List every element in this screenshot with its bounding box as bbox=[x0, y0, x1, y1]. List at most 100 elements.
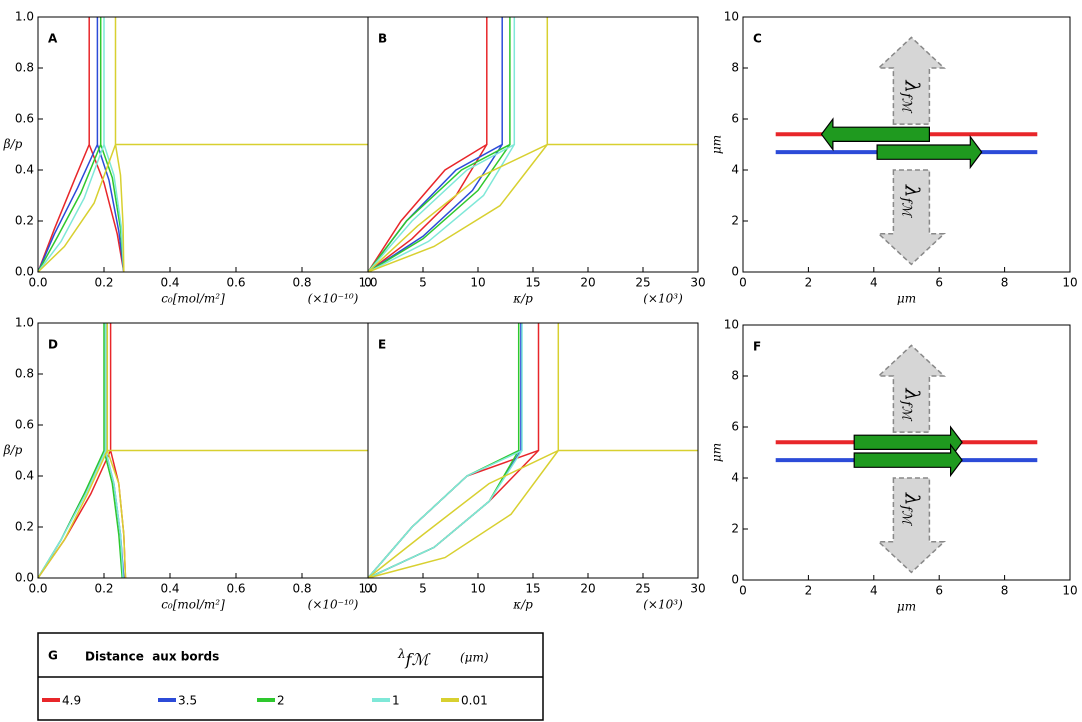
series-line bbox=[367, 17, 503, 273]
x-tick-label: 25 bbox=[635, 276, 650, 290]
arrow-symbol: λ bbox=[901, 184, 925, 198]
x-tick-label: 5 bbox=[419, 276, 427, 290]
x-tick-label: 0.2 bbox=[94, 276, 113, 290]
arrow-label: λfℳ bbox=[899, 387, 925, 421]
y-tick-label: 0.6 bbox=[15, 418, 34, 432]
x-axis-label: μm bbox=[897, 292, 916, 306]
y-tick-label: 0 bbox=[731, 573, 739, 587]
x-tick-label: 15 bbox=[525, 276, 540, 290]
x-tick-label: 10 bbox=[1062, 276, 1077, 290]
x-tick-label: 20 bbox=[580, 276, 595, 290]
x-tick-label: 0 bbox=[364, 582, 372, 596]
panel: 0.0 0.2 0.4 0.6 0.8 1.0 0.0 0.2 0.4 0.6 0.8 1.0 Dc₀[… bbox=[3, 316, 378, 612]
legend-title: Distance aux bords bbox=[85, 650, 219, 664]
legend-label: G bbox=[48, 649, 58, 663]
series-line bbox=[367, 323, 540, 579]
panel: 0.0 0.2 0.4 0.6 0.8 1.0 0.0 0.2 0.4 0.6 0.8 1.0 Ac₀[… bbox=[3, 10, 378, 306]
y-tick-label: 0.8 bbox=[15, 61, 34, 75]
x-tick-label: 0.0 bbox=[28, 276, 47, 290]
legend-entry: 1 bbox=[392, 694, 400, 708]
x-tick-label: 10 bbox=[470, 276, 485, 290]
force-arrow bbox=[876, 477, 946, 574]
y-tick-label: 0.2 bbox=[15, 214, 34, 228]
force-arrow bbox=[876, 169, 946, 266]
y-axis-label: μm bbox=[710, 135, 724, 154]
series-line bbox=[37, 323, 368, 579]
series-line bbox=[37, 17, 125, 273]
x-tick-label: 2 bbox=[805, 276, 813, 290]
y-tick-label: 0.4 bbox=[15, 469, 34, 483]
arrow-subscript: fℳ bbox=[899, 400, 914, 422]
x-tick-label: 0 bbox=[364, 276, 372, 290]
motion-arrow bbox=[876, 134, 983, 170]
x-tick-label: 0.8 bbox=[292, 276, 311, 290]
x-tick-label: 0 bbox=[739, 584, 747, 598]
y-axis-label: β/p bbox=[3, 137, 23, 151]
x-tick-label: 6 bbox=[935, 276, 943, 290]
arrow-label: λfℳ bbox=[899, 492, 925, 526]
x-tick-label: 0.4 bbox=[160, 582, 179, 596]
x-tick-label: 10 bbox=[470, 582, 485, 596]
y-tick-label: 6 bbox=[731, 112, 739, 126]
panel-label: A bbox=[48, 32, 58, 46]
x-tick-label: 1.0 bbox=[358, 582, 377, 596]
x-tick-label: 0 bbox=[739, 276, 747, 290]
y-tick-label: 0.8 bbox=[15, 367, 34, 381]
y-tick-label: 4 bbox=[731, 471, 739, 485]
y-tick-label: 1.0 bbox=[15, 316, 34, 330]
motion-arrow bbox=[853, 425, 963, 460]
y-tick-label: 2 bbox=[731, 214, 739, 228]
series-line bbox=[37, 17, 125, 273]
series-line bbox=[367, 323, 523, 579]
panel-label: F bbox=[753, 340, 761, 354]
arrow-subscript: fℳ bbox=[899, 92, 914, 114]
x-scale-label: (×10³) bbox=[643, 292, 683, 306]
force-arrow bbox=[876, 344, 946, 433]
y-tick-label: 10 bbox=[724, 318, 739, 332]
series-line bbox=[37, 17, 125, 273]
arrow-label: λfℳ bbox=[899, 79, 925, 113]
x-tick-label: 0.6 bbox=[226, 582, 245, 596]
x-tick-label: 0.6 bbox=[226, 276, 245, 290]
series-line bbox=[367, 323, 522, 579]
x-tick-label: 5 bbox=[419, 582, 427, 596]
y-tick-label: 0.6 bbox=[15, 112, 34, 126]
series-line bbox=[37, 17, 125, 273]
legend-unit: (μm) bbox=[460, 651, 489, 665]
y-tick-label: 2 bbox=[731, 522, 739, 536]
legend: G Distance aux bords λfℳ (μm) 4.9 3.5 2 1 0.01 bbox=[37, 632, 544, 721]
y-axis-label: β/p bbox=[3, 443, 23, 457]
y-tick-label: 10 bbox=[724, 10, 739, 24]
x-tick-label: 0.0 bbox=[28, 582, 47, 596]
x-tick-label: 4 bbox=[870, 584, 878, 598]
x-axis-label: κ/p bbox=[512, 292, 533, 306]
series-line bbox=[367, 17, 516, 273]
series-line bbox=[367, 17, 698, 273]
x-axis-label: c₀[mol/m²] bbox=[161, 598, 225, 612]
series-line bbox=[37, 17, 368, 273]
series-line bbox=[37, 323, 124, 579]
series-line bbox=[367, 17, 488, 273]
y-tick-label: 0.4 bbox=[15, 163, 34, 177]
y-tick-label: 1.0 bbox=[15, 10, 34, 24]
legend-entry: 4.9 bbox=[62, 694, 81, 708]
force-arrow bbox=[876, 36, 946, 125]
x-axis-label: c₀[mol/m²] bbox=[161, 292, 225, 306]
plot-frame bbox=[742, 324, 1071, 581]
panel: 0 5 10 15 20 25 30 Bκ/p (×10³) bbox=[364, 16, 706, 306]
legend-symbol-main: λ bbox=[397, 647, 406, 661]
y-tick-label: 8 bbox=[731, 369, 739, 383]
x-tick-label: 1.0 bbox=[358, 276, 377, 290]
legend-entry: 3.5 bbox=[178, 694, 197, 708]
y-tick-label: 0.2 bbox=[15, 520, 34, 534]
series-line bbox=[367, 323, 698, 579]
x-tick-label: 0.2 bbox=[94, 582, 113, 596]
x-tick-label: 8 bbox=[1001, 276, 1009, 290]
x-tick-label: 30 bbox=[690, 582, 705, 596]
x-tick-label: 0.4 bbox=[160, 276, 179, 290]
arrow-symbol: λ bbox=[901, 79, 925, 93]
x-tick-label: 15 bbox=[525, 582, 540, 596]
